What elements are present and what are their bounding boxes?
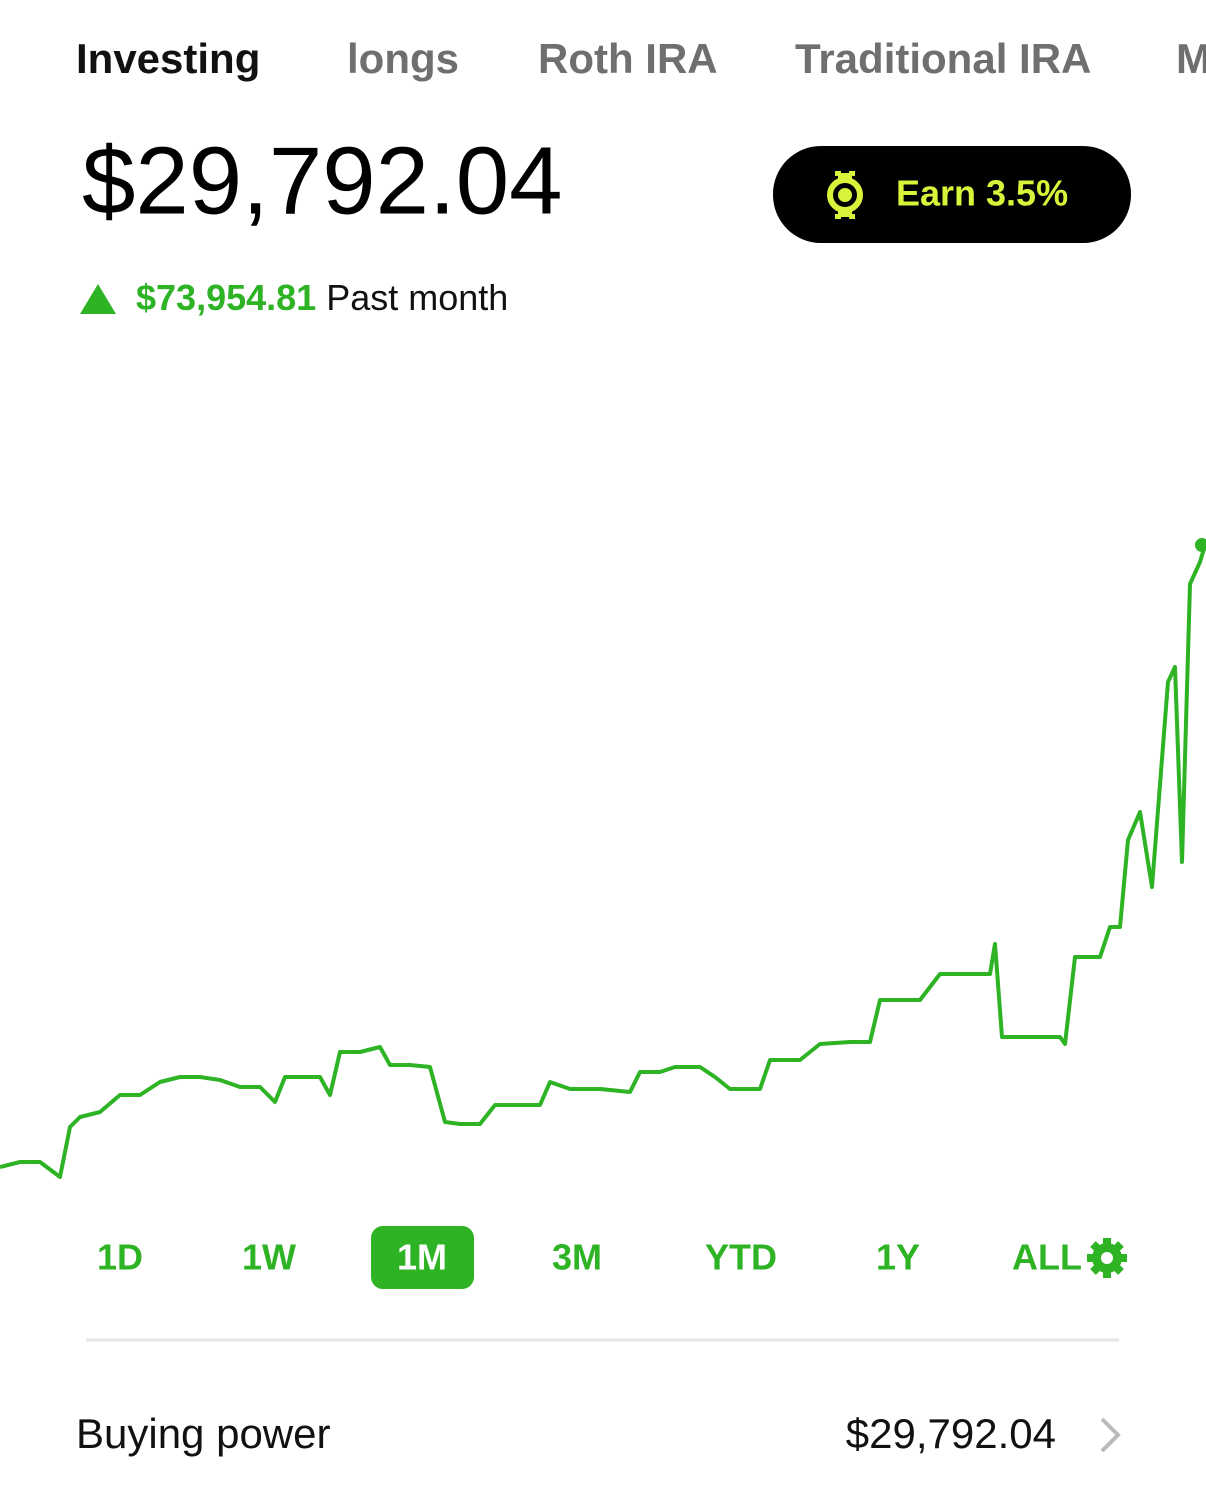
range-button[interactable]: ALL <box>1012 1237 1082 1278</box>
chevron <box>1100 1417 1121 1453</box>
earn-button-bg[interactable] <box>773 146 1131 243</box>
account-tab[interactable]: Traditional IRA <box>795 35 1091 82</box>
settings-gear[interactable] <box>1087 1238 1127 1278</box>
change-amount: $73,954.81 <box>136 277 316 318</box>
range-selected-bg[interactable] <box>371 1226 474 1289</box>
balance: $29,792.04 <box>82 127 562 234</box>
price-line <box>0 541 1206 1179</box>
range-button[interactable]: 3M <box>552 1237 602 1278</box>
earn-button[interactable]: Earn 3.5% <box>773 146 1131 243</box>
range-button[interactable]: 1D <box>97 1237 143 1278</box>
buying-power-label[interactable]: Buying power <box>76 1410 330 1457</box>
buying-power-row[interactable]: Buying power $29,792.04 <box>76 1410 1121 1457</box>
range-button[interactable]: YTD <box>705 1237 777 1278</box>
change-line: $73,954.81 Past month <box>136 277 508 318</box>
change-period: Past month <box>326 277 508 318</box>
range-button[interactable]: 1Y <box>876 1237 920 1278</box>
earn-icon <box>827 171 863 219</box>
account-tab[interactable]: Roth IRA <box>538 35 718 82</box>
account-tab[interactable]: Investing <box>76 35 260 82</box>
range-selector: 1D 1W 1M 3M YTD 1Y ALL <box>97 1226 1082 1289</box>
account-tab[interactable]: M <box>1176 35 1206 82</box>
up-arrow <box>80 284 116 314</box>
account-tab[interactable]: longs <box>347 35 459 82</box>
chart <box>0 538 1206 1179</box>
buying-power-value[interactable]: $29,792.04 <box>846 1410 1056 1457</box>
end-dot <box>1195 538 1206 552</box>
range-button[interactable]: 1W <box>242 1237 296 1278</box>
range-button[interactable]: 1M <box>397 1237 447 1278</box>
earn-label[interactable]: Earn 3.5% <box>896 173 1068 214</box>
